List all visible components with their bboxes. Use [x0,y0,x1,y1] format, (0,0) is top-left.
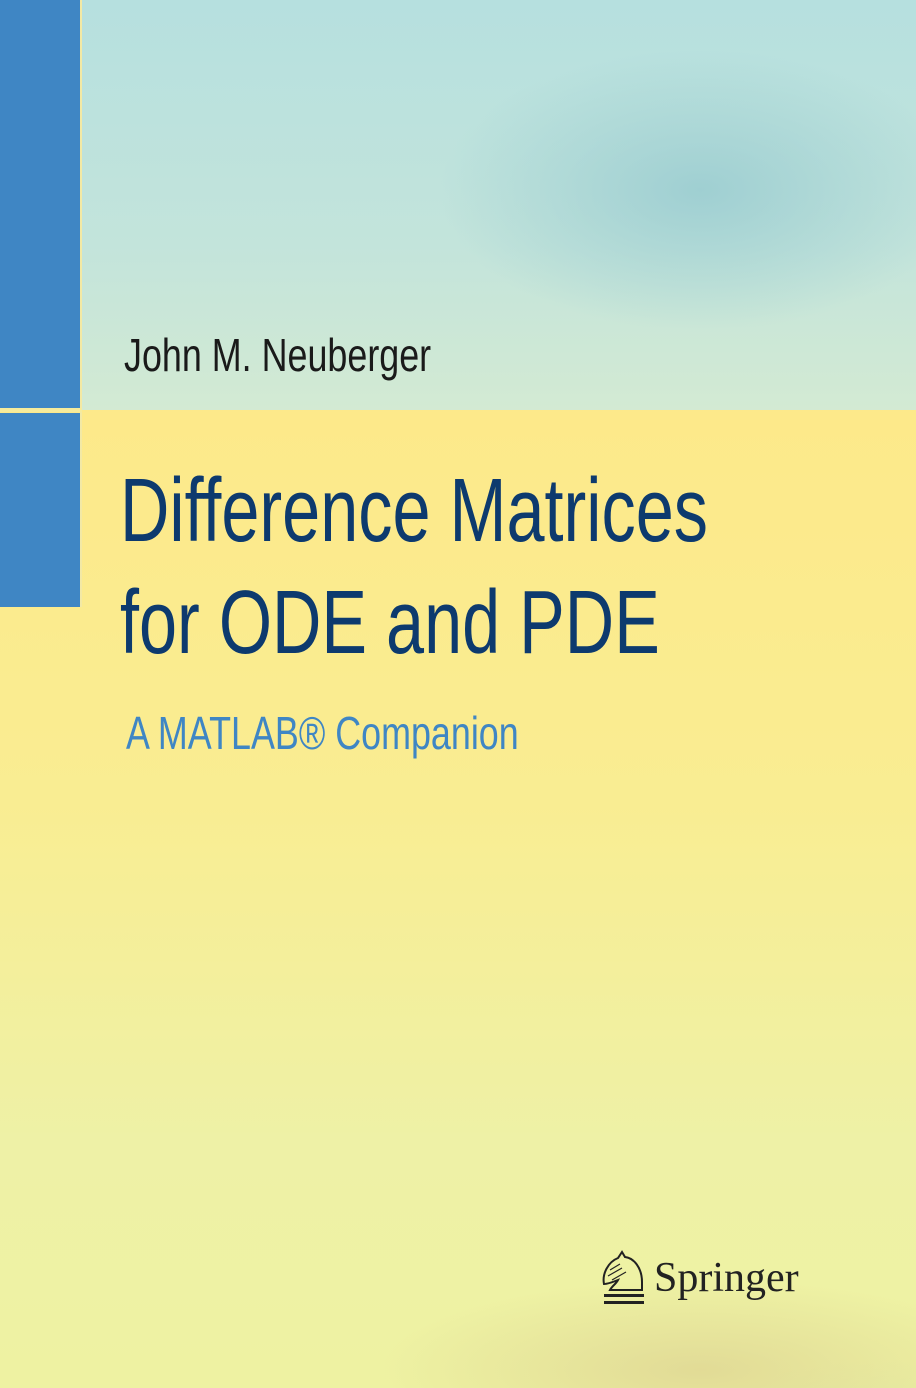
divider-horizontal [0,408,82,412]
publisher-name: Springer [654,1255,799,1301]
book-subtitle: A MATLAB® Companion [126,707,519,759]
publisher-logo: Springer [598,1248,799,1308]
knight-chess-piece-icon [602,1250,644,1304]
cover-top-panel [0,0,916,410]
book-title-line-2: for ODE and PDE [120,573,660,673]
divider-vertical [80,0,82,607]
accent-bar-top [0,0,80,408]
accent-bar-bottom [0,413,80,607]
author-name: John M. Neuberger [124,329,432,381]
book-title-line-1: Difference Matrices [120,461,708,561]
cover-bottom-panel [0,410,916,1388]
